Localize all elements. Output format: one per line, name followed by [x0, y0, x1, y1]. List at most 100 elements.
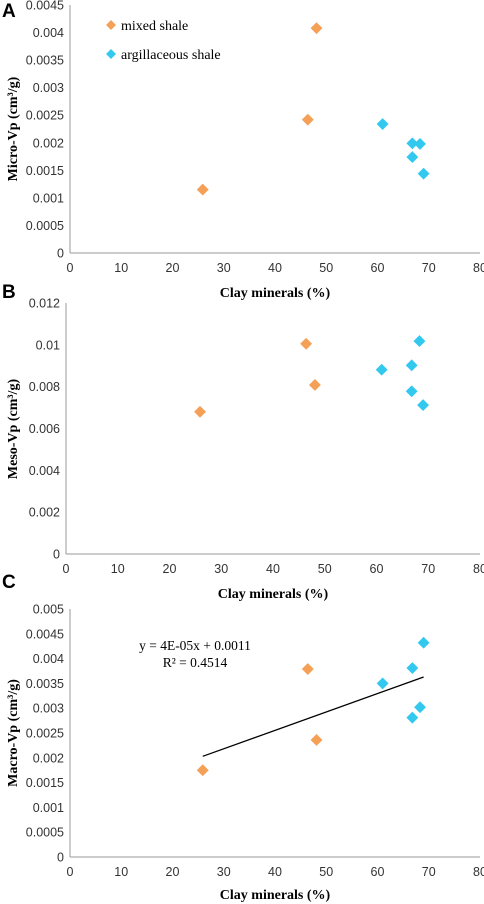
data-point-mixed-shale — [310, 734, 323, 746]
data-point-argillaceous-shale — [417, 636, 430, 649]
y-tick-label: 0.004 — [33, 652, 64, 666]
x-tick-label: 30 — [217, 865, 231, 879]
y-tick-label: 0.0025 — [26, 109, 64, 123]
y-axis-title: Micro-Vp (cm³/g) — [6, 76, 21, 181]
y-tick-label: 0.012 — [29, 297, 60, 311]
y-tick-label: 0.004 — [29, 464, 60, 478]
legend: mixed shale argillaceous shale — [106, 19, 221, 63]
panel-letter-a: A — [2, 1, 16, 22]
x-tick-labels: 0 10 20 30 40 50 60 70 80 — [67, 865, 484, 879]
x-tick-label: 0 — [63, 562, 70, 576]
x-tick-label: 70 — [422, 261, 436, 275]
x-tick-label: 10 — [114, 865, 128, 879]
y-axis-title: Meso-Vp (cm³/g) — [6, 379, 21, 480]
data-point-argillaceous-shale — [414, 701, 426, 714]
data-points — [194, 335, 430, 418]
y-tick-label: 0 — [53, 548, 60, 562]
y-tick-label: 0 — [57, 247, 64, 261]
legend-marker-argillaceous-shale — [106, 49, 116, 59]
data-point-argillaceous-shale — [376, 677, 389, 690]
data-point-mixed-shale — [310, 22, 323, 35]
x-tick-label: 60 — [371, 865, 385, 879]
y-tick-label: 0.0005 — [26, 826, 64, 840]
y-tick-label: 0.0005 — [26, 219, 64, 233]
y-tick-label: 0.006 — [29, 422, 60, 436]
data-point-argillaceous-shale — [414, 137, 426, 150]
panel-b: B 0 10 20 30 40 50 60 70 80 0 0.002 0.004 0.006 0.00… — [2, 282, 484, 602]
x-tick-label: 70 — [421, 562, 435, 576]
panel-a: A 0 10 20 30 40 50 60 70 80 0 0.0005 0.001 0.0015 0.… — [2, 0, 484, 301]
y-tick-label: 0.0015 — [26, 776, 64, 790]
y-tick-label: 0.0025 — [26, 727, 64, 741]
x-axis-title: Clay minerals (%) — [218, 587, 329, 602]
y-tick-label: 0.003 — [33, 81, 64, 95]
data-point-argillaceous-shale — [406, 151, 419, 164]
data-point-argillaceous-shale — [413, 335, 426, 348]
data-point-argillaceous-shale — [406, 662, 419, 674]
x-tick-labels: 0 10 20 30 40 50 60 70 80 — [67, 261, 484, 275]
panel-c: C 0 10 20 30 40 50 60 70 80 0 0.0005 0.001 0.0015 0.… — [2, 572, 484, 903]
x-tick-label: 50 — [318, 562, 332, 576]
x-tick-label: 30 — [217, 261, 231, 275]
y-tick-labels: 0 0.0005 0.001 0.0015 0.002 0.0025 0.003 0.0035… — [26, 0, 64, 261]
trendline — [202, 676, 424, 757]
y-tick-label: 0.001 — [33, 801, 64, 815]
y-tick-label: 0.002 — [33, 751, 64, 765]
y-tick-label: 0.0045 — [26, 0, 64, 13]
data-point-argillaceous-shale — [405, 359, 418, 372]
y-tick-label: 0.002 — [29, 506, 60, 520]
x-tick-label: 60 — [370, 562, 384, 576]
panel-letter-c: C — [2, 572, 16, 593]
y-tick-label: 0.002 — [33, 136, 64, 150]
y-tick-label: 0.001 — [33, 191, 64, 205]
y-tick-label: 0.005 — [33, 603, 64, 617]
x-axis-title: Clay minerals (%) — [220, 286, 331, 301]
y-tick-labels: 0 0.0005 0.001 0.0015 0.002 0.0025 0.003 0.0035… — [26, 603, 64, 865]
x-axis-title: Clay minerals (%) — [220, 888, 331, 903]
x-tick-label: 20 — [163, 562, 177, 576]
data-point-mixed-shale — [308, 379, 321, 391]
x-tick-label: 80 — [473, 562, 484, 576]
y-tick-label: 0.0045 — [26, 627, 64, 641]
x-tick-label: 30 — [214, 562, 228, 576]
x-tick-label: 50 — [319, 865, 333, 879]
x-tick-label: 0 — [67, 865, 74, 879]
data-points — [196, 22, 430, 196]
trendline-r-squared: R² = 0.4514 — [163, 655, 228, 670]
x-tick-label: 80 — [473, 261, 484, 275]
data-point-mixed-shale — [301, 113, 314, 126]
x-tick-label: 10 — [111, 562, 125, 576]
x-tick-label: 40 — [268, 865, 282, 879]
y-tick-label: 0.0035 — [26, 54, 64, 68]
data-point-mixed-shale — [196, 764, 209, 777]
x-tick-label: 10 — [114, 261, 128, 275]
data-point-mixed-shale — [196, 183, 209, 196]
panel-letter-b: B — [2, 282, 16, 303]
x-tick-label: 50 — [319, 261, 333, 275]
data-point-mixed-shale — [300, 337, 313, 350]
y-tick-label: 0.0035 — [26, 677, 64, 691]
legend-label-mixed-shale: mixed shale — [121, 19, 188, 34]
x-tick-label: 20 — [166, 261, 180, 275]
data-point-argillaceous-shale — [405, 385, 418, 398]
data-point-argillaceous-shale — [406, 711, 419, 724]
y-axis-title: Macro-Vp (cm³/g) — [6, 679, 21, 787]
x-tick-label: 40 — [266, 562, 280, 576]
data-point-mixed-shale — [301, 663, 314, 675]
x-tick-labels: 0 10 20 30 40 50 60 70 80 — [63, 562, 484, 576]
x-tick-label: 40 — [268, 261, 282, 275]
x-tick-label: 60 — [371, 261, 385, 275]
x-tick-label: 20 — [166, 865, 180, 879]
trendline-equation: y = 4E-05x + 0.0011 — [139, 638, 251, 653]
y-tick-label: 0.008 — [29, 380, 60, 394]
y-tick-label: 0.003 — [33, 702, 64, 716]
y-tick-label: 0.0015 — [26, 164, 64, 178]
legend-item-argillaceous-shale: argillaceous shale — [106, 48, 221, 63]
y-tick-label: 0 — [57, 851, 64, 865]
y-tick-label: 0.004 — [33, 26, 64, 40]
x-tick-label: 0 — [67, 261, 74, 275]
data-points — [196, 636, 430, 777]
legend-label-argillaceous-shale: argillaceous shale — [121, 48, 221, 63]
x-tick-label: 70 — [422, 865, 436, 879]
